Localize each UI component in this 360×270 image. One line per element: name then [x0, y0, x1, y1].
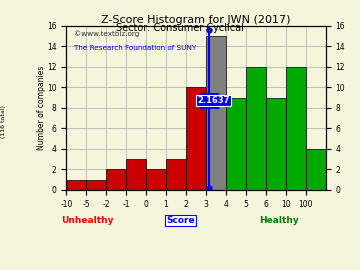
Text: ©www.textbiz.org: ©www.textbiz.org — [74, 31, 139, 37]
Bar — [126, 159, 146, 190]
Text: Unhealthy: Unhealthy — [61, 216, 113, 225]
Bar — [306, 149, 326, 190]
Text: Healthy: Healthy — [259, 216, 299, 225]
Bar — [206, 36, 226, 190]
Bar — [186, 87, 206, 190]
Bar — [266, 97, 286, 190]
Bar — [86, 180, 106, 190]
Text: (116 total): (116 total) — [1, 105, 6, 138]
Bar — [146, 169, 166, 190]
Bar — [106, 169, 126, 190]
Title: Z-Score Histogram for JWN (2017): Z-Score Histogram for JWN (2017) — [101, 15, 291, 25]
Bar — [286, 67, 306, 190]
Bar — [166, 159, 186, 190]
Bar — [226, 97, 246, 190]
Y-axis label: Number of companies: Number of companies — [37, 66, 46, 150]
Text: Score: Score — [166, 216, 195, 225]
Text: The Research Foundation of SUNY: The Research Foundation of SUNY — [74, 45, 196, 52]
Bar — [66, 180, 86, 190]
Text: 2.1637: 2.1637 — [197, 96, 229, 105]
Text: Sector: Consumer Cyclical: Sector: Consumer Cyclical — [116, 23, 244, 33]
Bar — [246, 67, 266, 190]
